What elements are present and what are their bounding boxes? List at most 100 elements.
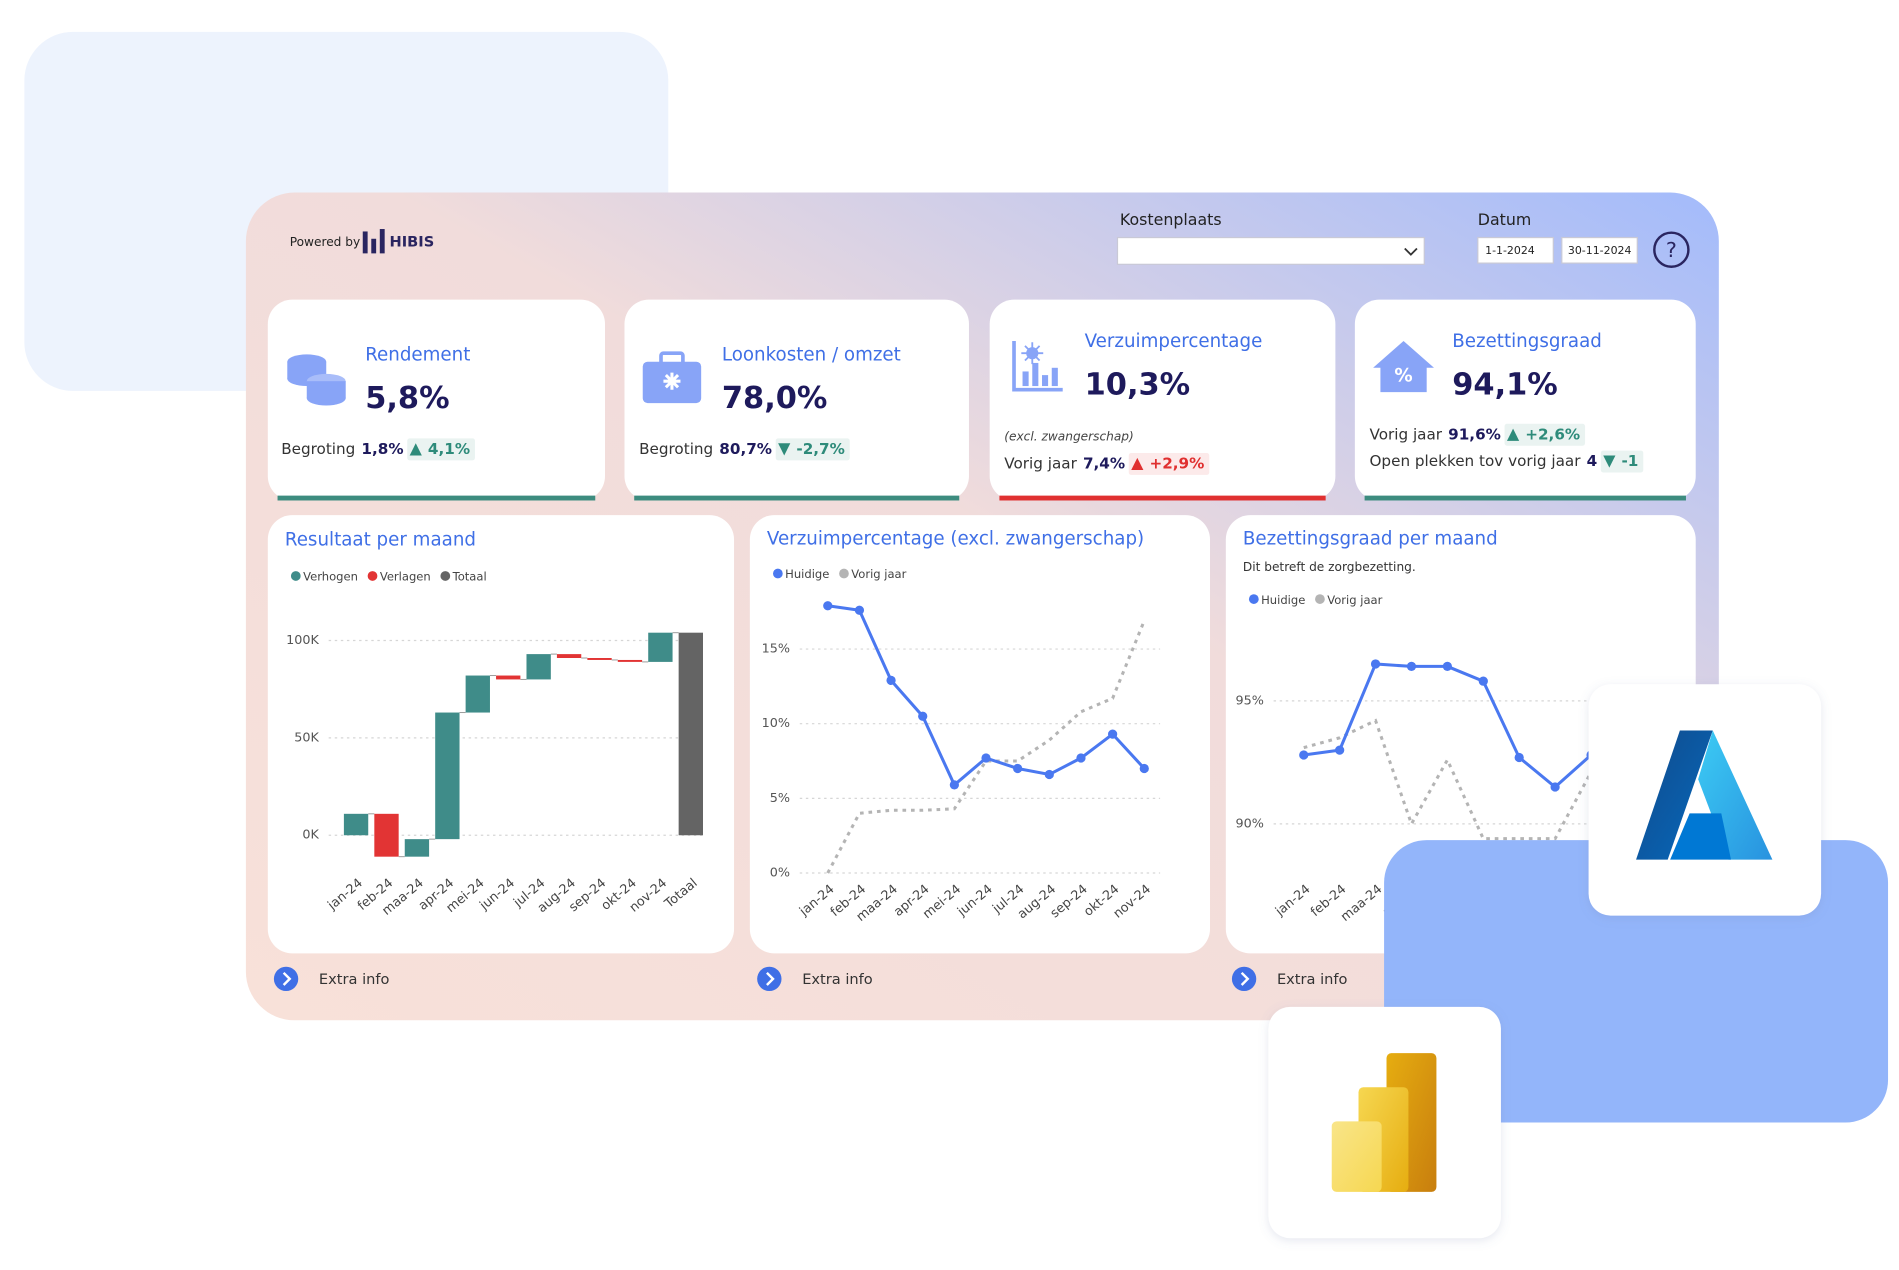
point [1107, 729, 1118, 739]
kpi-line-value: 4 [1587, 452, 1598, 470]
point [949, 780, 959, 790]
legend-label: Huidige [1261, 593, 1305, 607]
powerbi-logo [1331, 1053, 1437, 1192]
overlay [1268, 684, 1889, 1239]
legend-marker [440, 571, 451, 581]
point [1335, 745, 1345, 755]
point [1139, 763, 1149, 774]
help-button[interactable] [1653, 231, 1690, 268]
chart-title: Bezettingsgraad per maand [1243, 528, 1498, 549]
bar [526, 654, 551, 680]
kpi-card [989, 299, 1336, 501]
extra-info-link[interactable]: Extra info [1277, 971, 1348, 988]
kpi-delta-arrow [1506, 428, 1520, 441]
point [1076, 753, 1086, 763]
extra-info-link[interactable]: Extra info [319, 971, 390, 988]
kpi-card [624, 299, 969, 501]
brand: HIBIS [390, 233, 435, 250]
kpi-status-bar [634, 495, 960, 501]
y-tick-label: 0K [302, 828, 319, 843]
dynamic-content: Rendement 5,8% Begroting 1,8% 4,1% Loonkosten… [273, 331, 1681, 992]
house-icon: % [1373, 341, 1434, 393]
date-from-input[interactable] [1477, 236, 1554, 264]
legend-label: Verlagen [380, 570, 431, 584]
legend-marker [290, 571, 301, 581]
line [826, 620, 1146, 874]
kpi-title: Loonkosten / omzet [722, 345, 901, 366]
point [1299, 750, 1309, 760]
bar [465, 675, 490, 713]
logo-bar [362, 231, 368, 254]
extra-info-chevron [282, 971, 292, 986]
kpi-icons: % [287, 341, 1434, 406]
point [1550, 782, 1560, 792]
bar [343, 813, 369, 836]
point [1442, 661, 1453, 672]
extra-info-button[interactable] [1231, 966, 1257, 992]
y-tick-label: 90% [1235, 816, 1263, 831]
kpi-line-value: 91,6% [1448, 425, 1501, 443]
kpi-delta-arrow [1131, 457, 1144, 471]
logo-part [1636, 730, 1713, 860]
azure-card [1588, 684, 1822, 916]
bar [556, 654, 582, 659]
point [1370, 659, 1381, 669]
header: Powered by HIBIS Kostenplaats Datum 1-1-… [290, 210, 1690, 268]
kpi-delta-arrow [409, 443, 422, 456]
legend-marker [772, 568, 783, 579]
legend-marker [1248, 594, 1259, 604]
kpi-delta: -2,7% [796, 440, 844, 458]
legend-label: Totaal [452, 570, 487, 584]
point [1013, 763, 1023, 774]
kpi-line-value: 1,8% [361, 440, 403, 458]
coins-icon [287, 354, 346, 406]
date-from: 1-1-2024 [1485, 244, 1535, 257]
y-tick-label: 10% [762, 716, 790, 731]
kpi-line-value: 7,4% [1083, 454, 1125, 472]
kpi-status-bar [999, 495, 1326, 501]
kpi-value: 5,8% [365, 381, 449, 416]
bar [374, 813, 399, 857]
kpi-delta: +2,9% [1149, 454, 1204, 472]
kpi-line-label: Begroting [281, 440, 355, 458]
extra-info-button[interactable] [273, 966, 299, 992]
kpi-delta-bg [775, 438, 850, 461]
y-tick-label: 100K [286, 633, 319, 648]
point [981, 753, 991, 763]
extra-info-button[interactable] [757, 966, 782, 992]
logo-bar [379, 229, 385, 254]
kpi-title: Rendement [365, 345, 470, 366]
kpi-delta: +2,6% [1525, 425, 1580, 443]
dropdown-chevron [1404, 247, 1418, 256]
azure-logo [1636, 730, 1773, 860]
chart-title: Resultaat per maand [285, 530, 476, 551]
extra-info-chevron [1240, 971, 1250, 986]
point [1044, 769, 1054, 780]
bar [648, 632, 673, 662]
y-tick-label: 5% [770, 791, 790, 806]
extra-info-link[interactable]: Extra info [802, 971, 873, 988]
filter-dropdown[interactable] [1116, 236, 1425, 265]
chart-title: Verzuimpercentage (excl. zwangerschap) [767, 528, 1144, 549]
kpi-title: Bezettingsgraad [1452, 331, 1602, 352]
bar [435, 712, 460, 840]
logo-bar [371, 238, 377, 254]
legend-marker [839, 568, 849, 579]
y-tick-label: 50K [294, 730, 319, 745]
kpi-line-value: 80,7% [719, 440, 772, 458]
kpi-line-label: Vorig jaar [1369, 425, 1442, 443]
y-tick-label: 15% [762, 642, 790, 657]
kpi-title: Verzuimpercentage [1085, 331, 1263, 352]
y-tick-label: 95% [1235, 693, 1263, 708]
point [1478, 676, 1488, 686]
kpi-delta: 4,1% [428, 440, 470, 458]
point [823, 601, 833, 611]
legend-marker [367, 571, 378, 581]
kpi-delta-bg [407, 438, 475, 461]
kpi-note: (excl. zwangerschap) [1004, 430, 1134, 444]
date-to-input[interactable] [1561, 236, 1638, 264]
point [1406, 661, 1417, 672]
kpi-delta-bg [1128, 453, 1210, 475]
